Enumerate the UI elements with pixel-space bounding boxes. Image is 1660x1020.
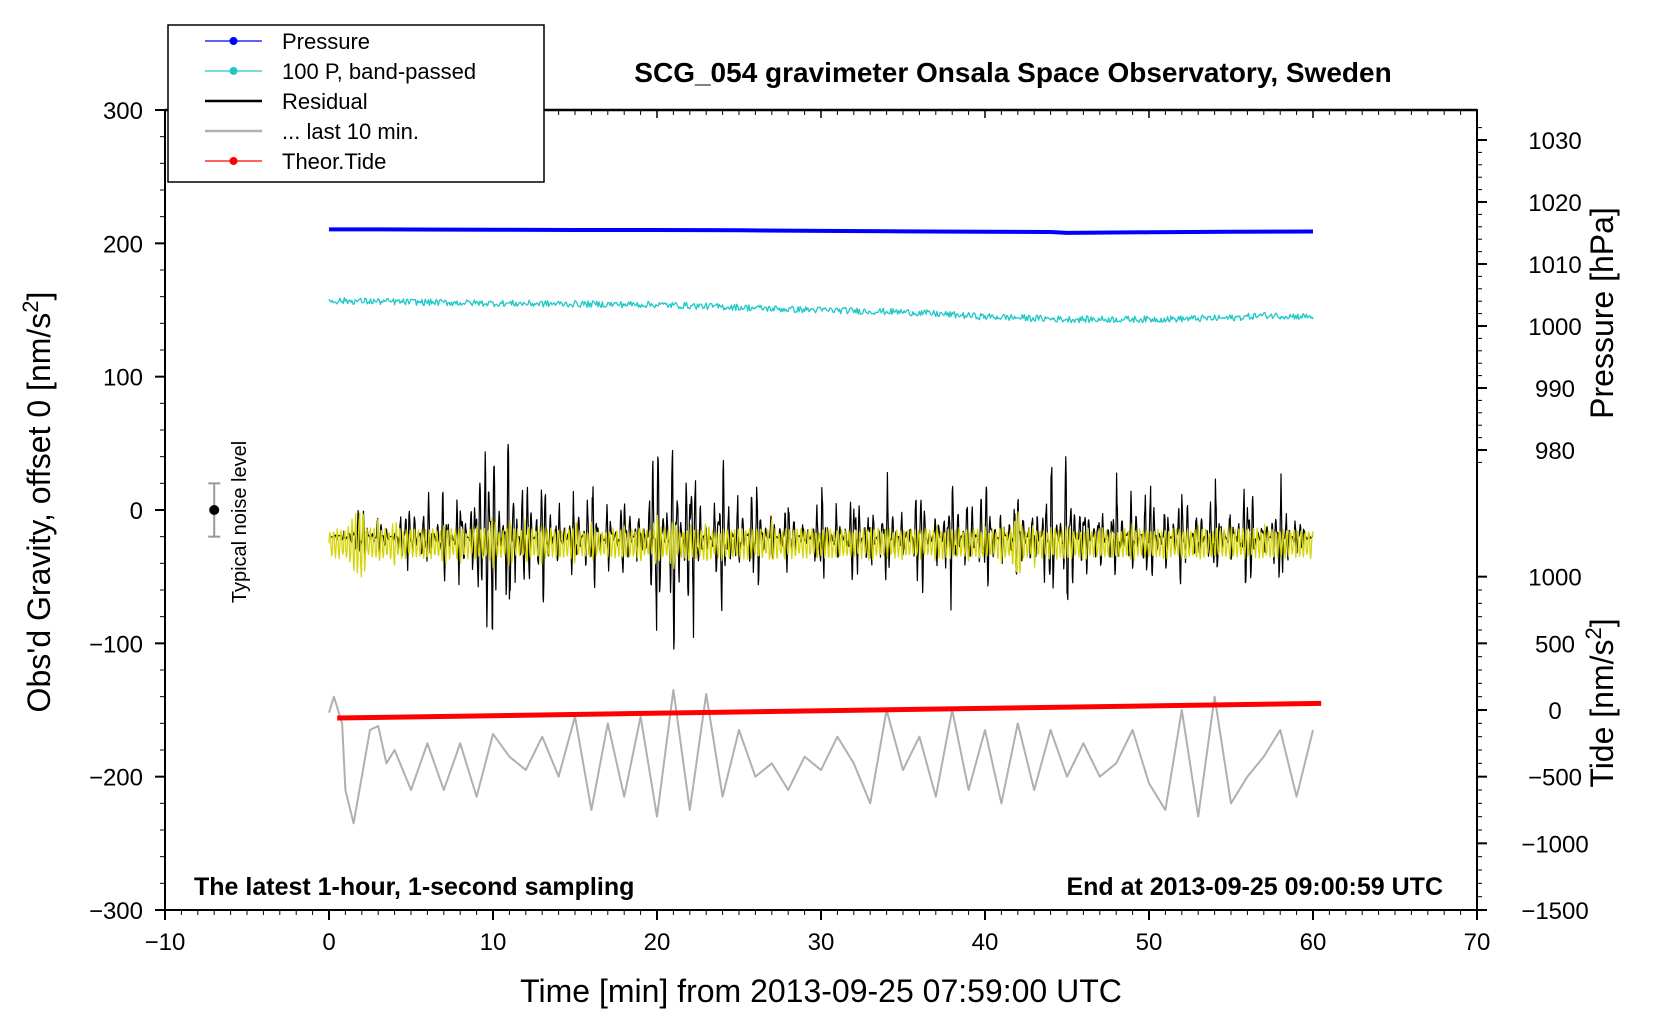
series-yellow-band [328,511,1314,578]
pressure-tick-label: 1020 [1528,190,1581,217]
y-axis-pressure-title: Pressure [hPa] [1584,207,1620,419]
y-tick-label: −100 [89,631,143,658]
y-tick-label: 100 [103,365,143,392]
noise-center-dot [209,505,220,515]
tide-tick-label: 500 [1535,631,1575,658]
tide-tick-label: −500 [1528,765,1582,792]
y-axis-tide-title-sup: 2 [1581,627,1606,639]
series-layer [328,227,1322,825]
pressure-tick-label: 1010 [1528,252,1581,279]
y-tick-label: 200 [103,231,143,258]
pressure-tick-label: 1030 [1528,128,1581,155]
legend-label-pressure: Pressure [282,29,370,54]
legend-label-residual: Residual [282,89,368,114]
series-pressure [328,227,1314,235]
x-tick-label: 10 [480,929,507,956]
tide-tick-label: 1000 [1528,565,1581,592]
x-axis: −10 0 10 20 30 40 50 60 70 [145,110,1491,956]
tide-tick-label: −1500 [1521,898,1588,925]
tide-tick-label: −1000 [1521,831,1588,858]
legend-box [167,24,545,183]
x-tick-label: 40 [972,929,999,956]
annotation-sampling: The latest 1-hour, 1-second sampling [194,873,634,901]
series-last-10-min [328,689,1314,825]
annotation-end-time: End at 2013-09-25 09:00:59 UTC [1066,873,1443,901]
legend: Pressure 100 P, band-passed Residual ... la… [167,24,545,183]
y-axis-tide-title-main: Tide [nm/s [1584,639,1620,787]
y-tick-label: 0 [130,498,143,525]
x-tick-label: 60 [1300,929,1327,956]
y-axis-gravity: −300 −200 −100 0 100 200 300 [89,98,165,925]
x-tick-label: 20 [644,929,671,956]
legend-label-100-p-band-passed: 100 P, band-passed [282,59,476,84]
legend-label-last-10-min: ... last 10 min. [282,119,419,144]
legend-marker-100-p-band-passed [229,67,238,75]
series-100-p-band-passed [328,297,1314,324]
pressure-tick-label: 980 [1535,438,1575,465]
x-axis-title: Time [min] from 2013-09-25 07:59:00 UTC [520,973,1122,1009]
noise-level-indicator: Typical noise level [208,441,251,603]
y-axis-gravity-title: Obs'd Gravity, offset 0 [nm/s2] [18,292,57,713]
noise-level-label: Typical noise level [229,441,251,603]
pressure-tick-label: 1000 [1528,314,1581,341]
series-theor-tide [337,700,1322,721]
y-axis-tide-title: Tide [nm/s2] [1581,618,1620,787]
y-axis-gravity-title-sup: 2 [18,300,43,312]
chart-title: SCG_054 gravimeter Onsala Space Observat… [634,57,1391,88]
x-tick-label: 30 [808,929,835,956]
y-axis-gravity-title-end: ] [21,292,57,301]
y-tick-label: 300 [103,98,143,125]
legend-label-theor-tide: Theor.Tide [282,149,386,174]
y-axis-pressure: 980 990 1000 1010 1020 1030 [1477,127,1582,465]
y-tick-label: −200 [89,765,143,792]
tide-tick-label: 0 [1548,698,1561,725]
legend-marker-pressure [229,37,238,45]
x-tick-label: 0 [322,929,335,956]
x-tick-label: 50 [1136,929,1163,956]
y-axis-tide: −1500 −1000 −500 0 500 1000 [1477,565,1589,925]
legend-entries: Pressure 100 P, band-passed Residual ... la… [205,29,476,174]
legend-marker-theor-tide [229,157,238,165]
y-axis-gravity-title-main: Obs'd Gravity, offset 0 [nm/s [21,313,57,713]
y-tick-label: −300 [89,898,143,925]
y-axis-tide-title-end: ] [1584,618,1620,627]
x-tick-label: 70 [1464,929,1491,956]
x-tick-label: −10 [145,929,186,956]
pressure-tick-label: 990 [1535,376,1575,403]
